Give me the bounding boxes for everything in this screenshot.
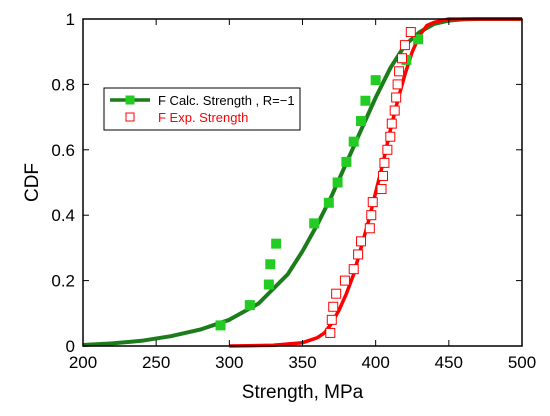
- fitted-curves: [82, 17, 522, 348]
- series-curve-1: [229, 17, 522, 348]
- data-point-0: [348, 136, 359, 147]
- data-point-1: [379, 157, 390, 168]
- data-point-1: [339, 275, 350, 286]
- legend-label-calc: F Calc. Strength , R=−1: [158, 93, 295, 108]
- data-point-0: [263, 279, 274, 290]
- series-curve-0: [82, 17, 522, 347]
- axis-ticks: [82, 18, 523, 347]
- data-point-1: [376, 184, 387, 195]
- data-point-1: [356, 236, 367, 247]
- data-point-0: [323, 197, 334, 208]
- x-tick-label: 450: [435, 353, 463, 372]
- legend: F Calc. Strength , R=−1 F Exp. Strength: [103, 87, 301, 131]
- data-point-1: [364, 223, 375, 234]
- data-point-1: [405, 27, 416, 38]
- data-point-0: [356, 116, 367, 127]
- data-point-1: [389, 105, 400, 116]
- data-point-1: [399, 40, 410, 51]
- y-tick-label: 0.8: [51, 75, 75, 94]
- data-point-0: [360, 95, 371, 106]
- data-point-0: [271, 238, 282, 249]
- data-point-1: [386, 118, 397, 129]
- data-points: [215, 27, 424, 338]
- data-point-1: [348, 264, 359, 275]
- data-point-1: [377, 170, 388, 181]
- x-tick-label: 300: [215, 353, 243, 372]
- y-tick-label: 1: [66, 10, 75, 29]
- y-tick-label: 0: [66, 337, 75, 356]
- y-axis-title: CDF: [22, 163, 43, 202]
- data-point-1: [325, 327, 336, 338]
- data-point-1: [397, 53, 408, 64]
- data-point-0: [341, 156, 352, 167]
- legend-marker-calc: [125, 95, 135, 105]
- legend-marker-exp: [125, 112, 135, 122]
- data-point-1: [385, 131, 396, 142]
- data-point-0: [265, 259, 276, 270]
- data-point-1: [391, 92, 402, 103]
- data-point-1: [392, 79, 403, 90]
- y-tick-label: 0.4: [51, 206, 75, 225]
- plot-frame: [82, 18, 523, 347]
- data-point-1: [326, 314, 337, 325]
- data-point-1: [394, 66, 405, 77]
- x-axis-title: Strength, MPa: [242, 382, 364, 403]
- legend-box: [103, 87, 301, 131]
- data-point-0: [244, 300, 255, 311]
- x-tick-label: 250: [142, 353, 170, 372]
- y-tick-label: 0.6: [51, 141, 75, 160]
- x-tick-label: 350: [288, 353, 316, 372]
- legend-label-exp: F Exp. Strength: [158, 110, 248, 125]
- x-tick-label: 500: [508, 353, 536, 372]
- data-point-0: [215, 320, 226, 331]
- tick-labels: 200 250 300 350 400 450 500 0 0.2 0.4 0.6 0.8 1: [51, 10, 536, 372]
- data-point-1: [353, 249, 364, 260]
- y-tick-label: 0.2: [51, 272, 75, 291]
- data-point-0: [370, 75, 381, 86]
- data-point-1: [382, 144, 393, 155]
- data-point-1: [366, 210, 377, 221]
- data-point-1: [331, 288, 342, 299]
- x-tick-label: 400: [361, 353, 389, 372]
- data-point-0: [332, 177, 343, 188]
- data-point-0: [413, 34, 424, 45]
- data-point-1: [367, 197, 378, 208]
- x-tick-label: 200: [69, 353, 97, 372]
- data-point-1: [328, 301, 339, 312]
- data-point-0: [309, 218, 320, 229]
